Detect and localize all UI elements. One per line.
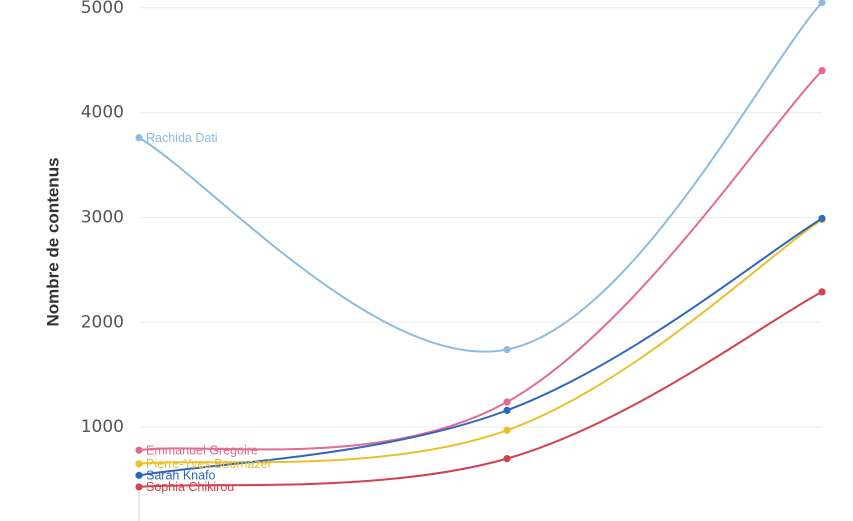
series-labels: Rachida Dati Emmanuel GregoirePierre-Yves…: [146, 131, 270, 494]
y-axis-title: Nombre de contenus: [43, 157, 62, 326]
data-point: [503, 455, 511, 463]
data-point: [818, 0, 826, 7]
data-point: [135, 471, 143, 479]
data-point: [818, 214, 826, 223]
data-point: [503, 426, 511, 434]
data-point: [818, 288, 826, 296]
data-point: [503, 406, 511, 414]
grid-lines: [139, 7, 822, 428]
y-tick-label: 1000: [81, 417, 124, 437]
data-point: [135, 483, 143, 491]
y-tick-label: 3000: [81, 207, 124, 227]
data-point: [818, 67, 826, 75]
series-label: Sophia Chikirou: [146, 480, 234, 494]
series-layer: [135, 0, 826, 491]
series-line: [138, 69, 823, 452]
series-line: [138, 217, 823, 477]
series-label: Rachida Dati: [146, 131, 218, 145]
series-label: Sarah Knafo: [146, 469, 216, 483]
data-point: [135, 460, 143, 468]
y-tick-label: 4000: [81, 103, 124, 123]
y-tick-label: 2000: [81, 312, 124, 332]
series-label: Emmanuel Gregoire: [146, 444, 258, 458]
y-tick-label: 5000: [81, 0, 124, 18]
data-point: [135, 134, 143, 142]
y-axis: Nombre de contenus 1000 2000 3000 4000 5000: [43, 0, 140, 521]
data-point: [135, 446, 143, 454]
series-label: Pierre-Yves Bournazel: [146, 457, 270, 471]
data-point: [503, 398, 511, 406]
data-point: [503, 345, 511, 354]
